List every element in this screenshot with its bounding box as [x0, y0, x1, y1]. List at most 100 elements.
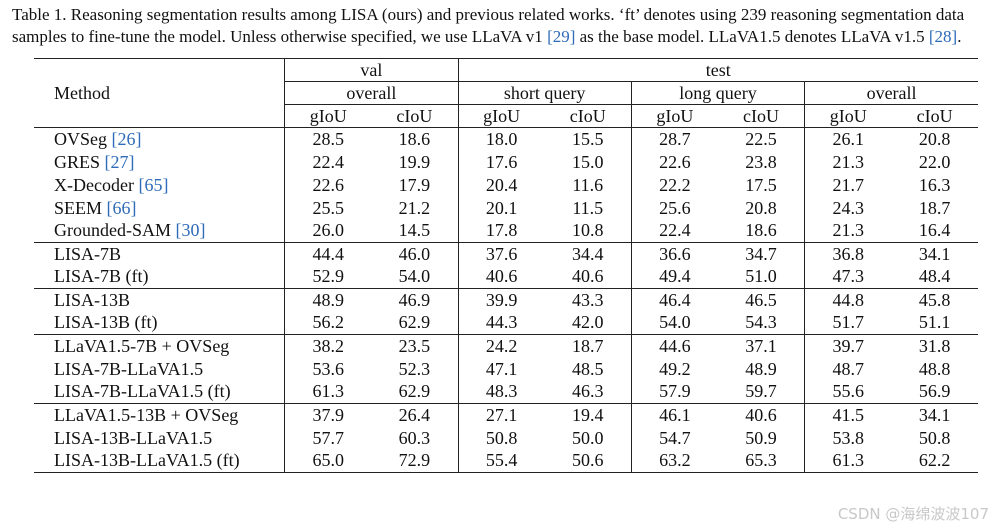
table-row: LISA-13B-LLaVA1.5 (ft) 65.0 72.9 55.4 50.6 63…	[34, 449, 978, 473]
value-cell: 61.3	[804, 449, 892, 473]
group-header: overall	[284, 81, 458, 105]
value-cell: 50.6	[544, 449, 632, 473]
value-cell: 56.9	[918, 381, 951, 402]
value-cell: 46.0	[371, 242, 458, 266]
method-name-cell: SEEM [66]	[34, 197, 285, 220]
value-cell: 16.4	[918, 220, 951, 241]
value-cell: 46.3	[571, 381, 604, 402]
value-cell: 34.7	[717, 242, 805, 266]
split-header-val: val	[284, 58, 458, 82]
citation-link[interactable]: [29]	[547, 27, 576, 46]
value-cell: 44.3	[457, 311, 545, 335]
table-row: LISA-7B-LLaVA1.5 (ft) 61.3 62.9 48.3 46.3 57.…	[34, 380, 978, 404]
value-cell: 42.0	[571, 312, 604, 333]
value-cell: 46.1	[630, 403, 718, 427]
value-cell: 57.9	[630, 380, 718, 404]
value-cell: 48.5	[571, 358, 604, 379]
method-name: Grounded-SAM	[54, 220, 176, 241]
method-name: LISA-7B	[54, 243, 121, 264]
value-cell: 22.4	[284, 150, 372, 174]
value-cell: 34.1	[891, 403, 978, 427]
value-cell: 50.8	[918, 427, 951, 448]
value-cell: 17.8	[457, 219, 545, 243]
method-name-cell: LISA-7B	[34, 242, 285, 266]
method-name-cell: LISA-7B-LLaVA1.5	[34, 358, 285, 381]
table-row: GRES [27] 22.4 19.9 17.6 15.0 22.6 23.8 21.3 22.…	[34, 150, 978, 174]
metric-header: cIoU	[916, 105, 953, 126]
citation-link[interactable]: [27]	[104, 151, 135, 172]
citation-link[interactable]: [26]	[111, 128, 142, 149]
value-cell: 50.8	[457, 426, 545, 450]
table-body: OVSeg [26] 28.5 18.6 18.0 15.5 28.7 22.5 26.1 20…	[34, 127, 978, 473]
value-cell: 36.6	[630, 242, 718, 266]
value-cell: 39.9	[457, 288, 545, 312]
value-cell: 44.8	[804, 288, 892, 312]
citation-link[interactable]: [30]	[175, 220, 206, 241]
value-cell: 27.1	[457, 403, 545, 427]
value-cell: 21.3	[804, 150, 892, 174]
metric-header: cIoU	[569, 105, 606, 126]
method-name: X-Decoder	[54, 174, 139, 195]
value-cell: 44.4	[284, 242, 372, 266]
method-name: LISA-7B (ft)	[54, 266, 149, 287]
value-cell: 18.6	[371, 127, 458, 151]
table-row: LISA-13B (ft) 56.2 62.9 44.3 42.0 54.0 54.3 51.…	[34, 311, 978, 335]
method-name: LISA-13B-LLaVA1.5 (ft)	[54, 450, 240, 471]
value-cell: 26.1	[804, 127, 892, 151]
citation-link[interactable]: [65]	[138, 174, 169, 195]
citation-link[interactable]: [28]	[928, 27, 958, 46]
value-cell: 62.9	[398, 312, 431, 333]
table-row: LISA-13B 48.9 46.9 39.9 43.3 46.4 46.5 44.8 45.8	[34, 288, 978, 312]
value-cell: 48.8	[918, 358, 951, 379]
value-cell: 63.2	[630, 449, 718, 473]
value-cell: 72.9	[371, 449, 458, 473]
group-header: long query	[630, 81, 805, 105]
method-name-cell: LISA-13B-LLaVA1.5	[34, 427, 285, 450]
method-name-cell: LISA-7B (ft)	[34, 266, 285, 289]
value-cell: 54.0	[398, 266, 431, 287]
value-cell: 48.4	[918, 266, 951, 287]
metric-header: gIoU	[457, 104, 545, 128]
value-cell: 54.3	[745, 312, 777, 333]
method-header: Method	[34, 58, 285, 128]
value-cell: 46.5	[717, 288, 805, 312]
value-cell: 65.0	[284, 449, 372, 473]
caption-text: as the base model. LLaVA1.5 denotes LLaV…	[575, 27, 929, 46]
method-name-cell: LLaVA1.5-13B + OVSeg	[34, 403, 285, 427]
method-name: OVSeg	[54, 128, 112, 149]
value-cell: 53.6	[284, 357, 372, 381]
table-row: X-Decoder [65] 22.6 17.9 20.4 11.6 22.2 17.5 21…	[34, 173, 978, 197]
value-cell: 36.8	[804, 242, 892, 266]
value-cell: 20.1	[457, 196, 545, 220]
value-cell: 51.1	[918, 312, 951, 333]
table-row: OVSeg [26] 28.5 18.6 18.0 15.5 28.7 22.5 26.1 20…	[34, 127, 978, 151]
value-cell: 38.2	[284, 334, 372, 358]
metric-header: gIoU	[284, 104, 372, 128]
value-cell: 25.5	[284, 196, 372, 220]
value-cell: 50.9	[745, 427, 777, 448]
method-name-cell: X-Decoder [65]	[34, 174, 285, 197]
value-cell: 55.6	[804, 380, 892, 404]
value-cell: 18.7	[544, 334, 632, 358]
value-cell: 22.5	[717, 127, 805, 151]
table-row: Grounded-SAM [30] 26.0 14.5 17.8 10.8 22.4 18.…	[34, 219, 978, 243]
value-cell: 48.9	[745, 358, 777, 379]
group-header: short query	[457, 81, 632, 105]
value-cell: 22.4	[630, 219, 718, 243]
value-cell: 40.6	[717, 403, 805, 427]
value-cell: 26.0	[284, 219, 372, 243]
value-cell: 51.0	[745, 266, 777, 287]
value-cell: 47.3	[804, 265, 892, 289]
table-row: LLaVA1.5-13B + OVSeg 37.9 26.4 27.1 19.4 46.1…	[34, 403, 978, 427]
method-name-cell: LISA-13B-LLaVA1.5 (ft)	[34, 449, 285, 473]
value-cell: 49.2	[630, 357, 718, 381]
value-cell: 19.4	[544, 403, 632, 427]
value-cell: 34.4	[544, 242, 632, 266]
value-cell: 39.7	[804, 334, 892, 358]
value-cell: 31.8	[891, 334, 978, 358]
method-name: LISA-13B-LLaVA1.5	[54, 427, 213, 448]
value-cell: 45.8	[891, 288, 978, 312]
value-cell: 22.2	[630, 173, 718, 197]
value-cell: 15.5	[544, 127, 632, 151]
citation-link[interactable]: [66]	[106, 197, 137, 218]
